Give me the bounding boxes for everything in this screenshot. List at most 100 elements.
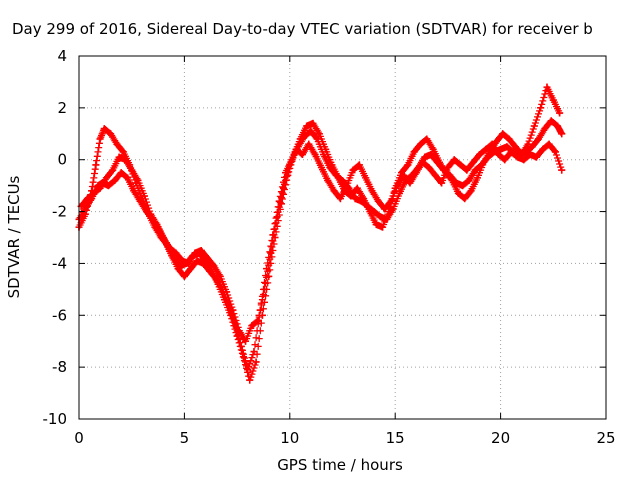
- x-tick-label: 25: [596, 429, 615, 447]
- data-point: [292, 145, 300, 153]
- data-point: [406, 179, 414, 187]
- data-point: [307, 127, 315, 135]
- data-point: [492, 138, 500, 146]
- y-tick-label: -8: [52, 358, 67, 376]
- data-point: [235, 327, 243, 335]
- data-point: [505, 135, 513, 143]
- data-point: [248, 322, 256, 330]
- data-point: [111, 176, 119, 184]
- data-point: [102, 174, 110, 182]
- data-point: [463, 166, 471, 174]
- axis-ticks: 0 5 10 15 20 25 -10 -8 -6 -4 -2 0 2 4: [43, 47, 616, 447]
- data-point: [537, 104, 545, 112]
- y-tick-label: -4: [52, 254, 67, 272]
- data-point: [520, 156, 528, 164]
- data-point: [551, 148, 559, 156]
- data-point: [343, 182, 351, 190]
- data-point: [351, 195, 359, 203]
- data-point: [176, 262, 184, 270]
- data-point: [507, 148, 515, 156]
- data-point: [461, 195, 469, 203]
- data-point: [252, 358, 260, 366]
- data-point: [528, 143, 536, 151]
- data-point: [503, 143, 511, 151]
- data-point: [134, 176, 142, 184]
- gridlines: [79, 56, 606, 419]
- data-point: [368, 187, 376, 195]
- data-point: [374, 197, 382, 205]
- data-point: [423, 135, 431, 143]
- data-point: [172, 249, 180, 257]
- data-point: [191, 249, 199, 257]
- data-point: [476, 151, 484, 159]
- data-point: [499, 130, 507, 138]
- data-point: [543, 83, 551, 91]
- y-tick-label: -2: [52, 203, 67, 221]
- data-point: [412, 169, 420, 177]
- data-point: [105, 182, 113, 190]
- data-point: [416, 140, 424, 148]
- data-point: [229, 306, 237, 314]
- data-point: [530, 122, 538, 130]
- data-point: [298, 151, 306, 159]
- data-point: [431, 171, 439, 179]
- x-tick-label: 15: [386, 429, 405, 447]
- data-point: [419, 158, 427, 166]
- series-track-3: [77, 140, 566, 345]
- data-point: [454, 189, 462, 197]
- y-tick-label: 4: [57, 47, 67, 65]
- data-point: [459, 182, 467, 190]
- data-point: [261, 285, 269, 293]
- data-point: [438, 179, 446, 187]
- data-point: [315, 130, 323, 138]
- y-tick-label: -10: [43, 410, 68, 428]
- data-point: [303, 122, 311, 130]
- data-point: [425, 163, 433, 171]
- data-point: [109, 166, 117, 174]
- data-point: [457, 161, 465, 169]
- data-point: [197, 246, 205, 254]
- data-point: [254, 316, 262, 324]
- data-point: [355, 161, 363, 169]
- data-point: [427, 151, 435, 159]
- data-point: [558, 130, 566, 138]
- x-axis-label: GPS time / hours: [277, 456, 403, 474]
- data-point: [123, 174, 131, 182]
- data-point: [113, 140, 121, 148]
- data-point: [480, 158, 488, 166]
- data-point: [328, 161, 336, 169]
- data-point: [393, 182, 401, 190]
- data-point: [140, 192, 148, 200]
- data-point: [501, 156, 509, 164]
- data-point: [513, 153, 521, 161]
- x-tick-label: 20: [491, 429, 510, 447]
- data-point: [204, 254, 212, 262]
- data-point: [429, 145, 437, 153]
- data-point: [444, 163, 452, 171]
- data-point: [465, 176, 473, 184]
- plot-border: [78, 55, 607, 420]
- data-point: [81, 210, 89, 218]
- data-point: [532, 153, 540, 161]
- data-point: [90, 189, 98, 197]
- data-point: [166, 244, 174, 252]
- data-point: [317, 163, 325, 171]
- data-point: [366, 208, 374, 216]
- data-point: [421, 153, 429, 161]
- data-point: [549, 96, 557, 104]
- data-point: [153, 221, 161, 229]
- data-point: [92, 161, 100, 169]
- data-point: [362, 174, 370, 182]
- data-point: [159, 234, 167, 241]
- data-point: [178, 257, 186, 265]
- data-point: [279, 184, 287, 192]
- data-point: [526, 151, 534, 159]
- data-point: [554, 122, 562, 130]
- data-point: [322, 145, 330, 153]
- data-point: [273, 213, 281, 221]
- data-point: [334, 174, 342, 182]
- data-point: [347, 192, 355, 200]
- data-point: [450, 156, 458, 164]
- data-point: [435, 158, 443, 166]
- data-point: [381, 205, 389, 213]
